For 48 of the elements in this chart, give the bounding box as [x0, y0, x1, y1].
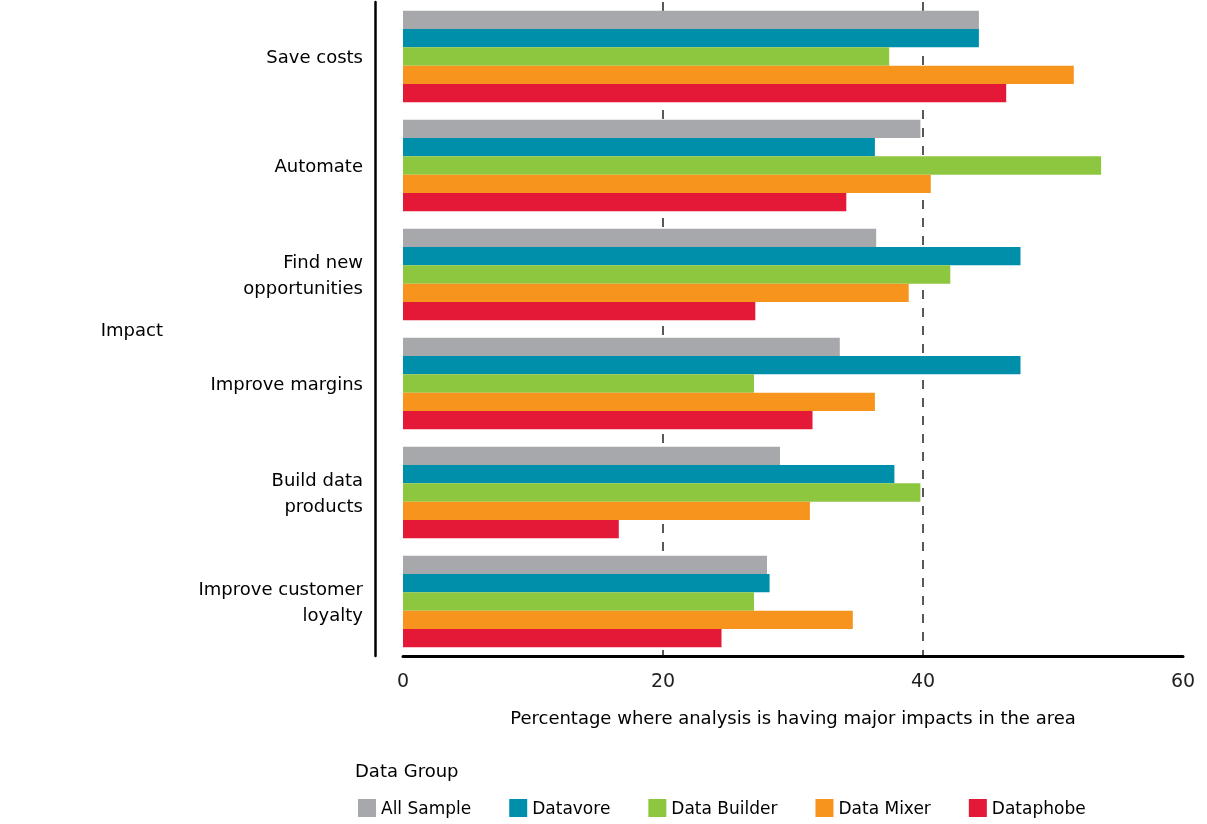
bar: [403, 592, 754, 611]
legend-label: All Sample: [381, 798, 472, 818]
x-tick-label: 60: [1170, 668, 1196, 691]
bar: [403, 610, 853, 629]
legend-label: Data Builder: [671, 798, 778, 818]
y-tick-label: Find new opportunities: [243, 251, 363, 298]
bar: [403, 374, 754, 393]
y-tick-label: Automate: [274, 155, 363, 176]
y-tick-label: Improve margins: [210, 373, 363, 394]
bar: [403, 228, 877, 248]
bar: [403, 337, 840, 357]
legend-label: Dataphobe: [991, 798, 1086, 818]
bar: [403, 628, 722, 648]
bar: [403, 65, 1074, 84]
x-tick-label: 20: [650, 668, 676, 691]
x-axis-title: Percentage where analysis is having major impacts in the area: [510, 706, 1076, 728]
bar: [403, 283, 909, 302]
bar: [403, 446, 780, 466]
y-tick-label: Improve customer loyalty: [198, 578, 364, 625]
bar: [403, 501, 810, 520]
bar: [403, 265, 951, 284]
bar: [403, 174, 931, 193]
bar: [403, 10, 979, 30]
legend-title: Data Group: [355, 759, 459, 781]
bar: [403, 519, 619, 539]
bar: [403, 247, 1021, 266]
legend-label: Data Mixer: [838, 798, 931, 818]
bar: [403, 555, 767, 575]
x-tick-label: 40: [910, 668, 936, 691]
y-tick-label: Build data products: [271, 469, 363, 516]
bar: [403, 410, 813, 430]
bar: [403, 483, 921, 502]
bar: [403, 574, 770, 593]
bar: [403, 138, 875, 157]
bar: [403, 29, 979, 48]
y-axis-title: Impact: [100, 318, 163, 340]
bar: [403, 465, 895, 484]
bar: [403, 83, 1007, 103]
legend-label: Datavore: [532, 798, 611, 818]
x-tick-label: 0: [396, 668, 410, 691]
bar: [403, 192, 847, 212]
bar: [403, 47, 890, 66]
y-tick-label: Save costs: [266, 46, 363, 67]
bar: [403, 392, 875, 411]
bar: [403, 119, 921, 139]
bar: [403, 301, 756, 321]
bar: [403, 156, 1102, 175]
bar: [403, 356, 1021, 375]
